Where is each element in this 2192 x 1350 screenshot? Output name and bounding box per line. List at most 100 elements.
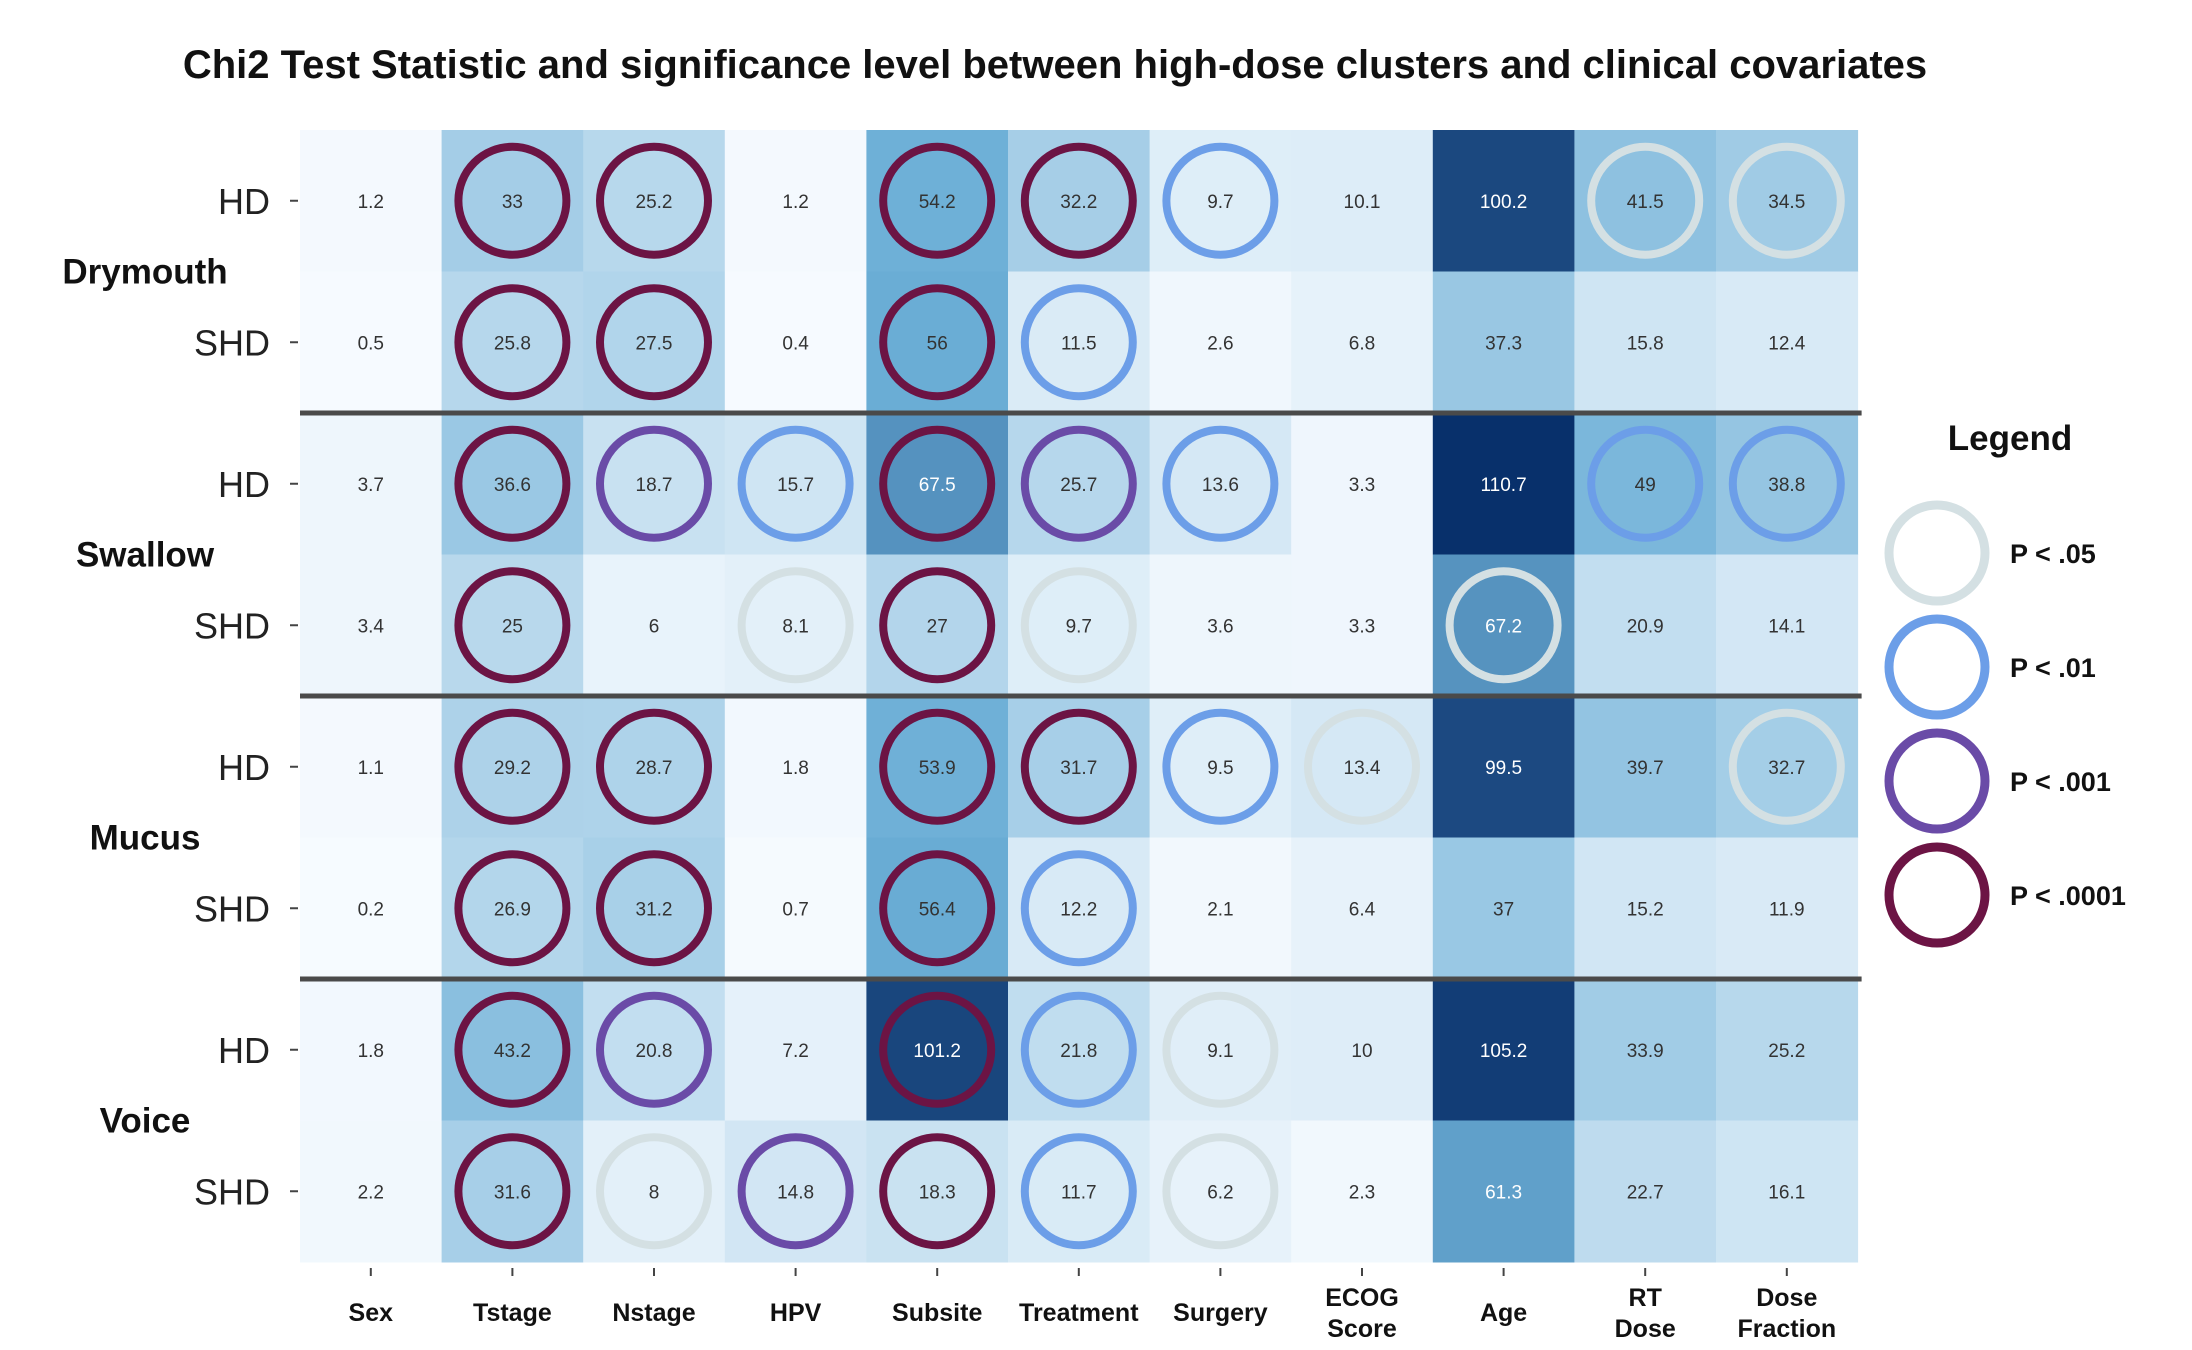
- x-tick-labels: Sex Tstage Nstage HPV Subsite Treatment Surger…: [349, 1268, 1836, 1343]
- significance-ring: [454, 425, 571, 542]
- heatmap-cell: [1716, 1120, 1859, 1263]
- cell-values: 1.2 33 25.2 1.2 54.2 32.2 9.7 10.1 100.2 41.5 34.5…: [358, 192, 1806, 1204]
- cell-value-label: 53.9: [919, 758, 956, 779]
- cell-value-label: 29.2: [494, 758, 531, 779]
- significance-ring: [1162, 991, 1279, 1108]
- heatmap-cell: [1291, 837, 1434, 980]
- heatmap-cell: [441, 554, 584, 697]
- cell-value-label: 41.5: [1627, 192, 1664, 213]
- cell-value-label: 3.3: [1349, 616, 1375, 637]
- significance-ring: [1162, 142, 1279, 259]
- group-separators: [300, 410, 1862, 982]
- chart-title: Chi2 Test Statistic and significance lev…: [183, 43, 1927, 87]
- cell-value-label: 0.2: [358, 899, 384, 920]
- x-tick-label-nstage: Nstage: [612, 1299, 695, 1327]
- cell-value-label: 3.7: [358, 475, 384, 496]
- heatmap-cell: [1574, 1120, 1717, 1263]
- significance-ring: [1020, 1133, 1137, 1250]
- heatmap-cell: [1574, 696, 1717, 838]
- significance-ring: [596, 284, 712, 401]
- heatmap-cell: [300, 130, 443, 272]
- cell-value-label: 0.4: [782, 333, 809, 354]
- cell-value-label: 20.9: [1627, 616, 1664, 637]
- heatmap-cell: [1291, 696, 1434, 838]
- significance-ring: [737, 1133, 854, 1250]
- cell-value-label: 26.9: [494, 899, 531, 920]
- significance-ring: [1162, 1133, 1279, 1250]
- cell-value-label: 33.9: [1627, 1041, 1664, 1062]
- heatmap-cell: [866, 979, 1009, 1121]
- heatmap-cell: [1574, 554, 1717, 697]
- cell-value-label: 2.6: [1207, 333, 1233, 354]
- heatmap-cell: [1149, 554, 1292, 697]
- heatmap-cell: [1432, 696, 1575, 838]
- heatmap-cell: [441, 979, 584, 1121]
- x-tick-label-tstage: Tstage: [473, 1299, 552, 1327]
- heatmap-cell: [866, 413, 1009, 555]
- heatmap-cell: [583, 554, 726, 697]
- heatmap-cell: [724, 130, 867, 272]
- cell-value-label: 3.3: [1349, 475, 1375, 496]
- legend-label: P < .05: [2010, 539, 2096, 569]
- y-tick-labels: HD SHD HD SHD HD SHD HD SHD: [194, 181, 298, 1212]
- cell-value-label: 15.2: [1627, 899, 1664, 920]
- heatmap-cell: [1291, 979, 1434, 1121]
- y-tick-label: HD: [218, 1030, 270, 1071]
- heatmap-cell: [1291, 271, 1434, 414]
- heatmap-cell: [300, 696, 443, 838]
- significance-ring: [1020, 284, 1137, 401]
- heatmap-cell: [1716, 554, 1859, 697]
- heatmap-cell: [1291, 130, 1434, 272]
- cell-value-label: 6.8: [1349, 333, 1375, 354]
- significance-ring: [1587, 425, 1704, 542]
- cell-value-label: 34.5: [1768, 192, 1805, 213]
- cell-value-label: 27: [927, 616, 948, 637]
- legend-swatch-ring: [1884, 842, 1990, 948]
- cell-value-label: 105.2: [1480, 1041, 1528, 1062]
- cell-value-label: 3.6: [1207, 616, 1233, 637]
- x-tick-label-dose-fraction: Dose Fraction: [1737, 1284, 1836, 1343]
- heatmap-cell: [1574, 130, 1717, 272]
- x-tick-label-subsite: Subsite: [892, 1299, 982, 1327]
- significance-ring: [1587, 142, 1704, 259]
- heatmap-cell: [1432, 413, 1575, 555]
- legend: Legend P < .05 P < .01 P < .001 P < .0001: [1884, 419, 2126, 948]
- significance-ring: [737, 425, 854, 542]
- heatmap-cell: [1432, 271, 1575, 414]
- cell-value-label: 25.2: [636, 192, 673, 213]
- significance-ring: [454, 850, 571, 967]
- cell-value-label: 11.7: [1061, 1182, 1097, 1203]
- y-tick-label: HD: [218, 464, 270, 505]
- heatmap-cell: [300, 837, 443, 980]
- cell-value-label: 31.7: [1060, 758, 1097, 779]
- heatmap-cell: [1716, 130, 1859, 272]
- cell-value-label: 18.3: [919, 1182, 956, 1203]
- significance-ring: [1162, 425, 1279, 542]
- group-label-swallow: Swallow: [76, 536, 215, 575]
- heatmap-cell: [1008, 837, 1151, 980]
- cell-value-label: 2.1: [1207, 899, 1233, 920]
- heatmap-cell: [300, 271, 443, 414]
- heatmap-cell: [866, 130, 1009, 272]
- heatmap-cell: [866, 554, 1009, 697]
- cell-value-label: 37: [1493, 899, 1514, 920]
- cell-value-label: 32.7: [1768, 758, 1805, 779]
- heatmap-cell: [1716, 979, 1859, 1121]
- cell-value-label: 16.1: [1768, 1182, 1805, 1203]
- cell-value-label: 1.8: [782, 758, 808, 779]
- y-tick-label: HD: [218, 181, 270, 222]
- heatmap-cell: [1432, 1120, 1575, 1263]
- cell-value-label: 31.2: [636, 899, 673, 920]
- heatmap-cell: [724, 696, 867, 838]
- significance-ring: [1020, 850, 1137, 967]
- legend-title: Legend: [1948, 419, 2072, 458]
- cell-value-label: 10: [1351, 1041, 1372, 1062]
- y-tick-label: SHD: [194, 1171, 270, 1212]
- heatmap-cell: [583, 696, 726, 838]
- cell-value-label: 31.6: [494, 1182, 531, 1203]
- heatmap-cell: [1008, 696, 1151, 838]
- cell-value-label: 36.6: [494, 475, 531, 496]
- cell-value-label: 11.5: [1061, 333, 1097, 354]
- heatmap-cell: [1574, 413, 1717, 555]
- heatmap-cell: [1716, 271, 1859, 414]
